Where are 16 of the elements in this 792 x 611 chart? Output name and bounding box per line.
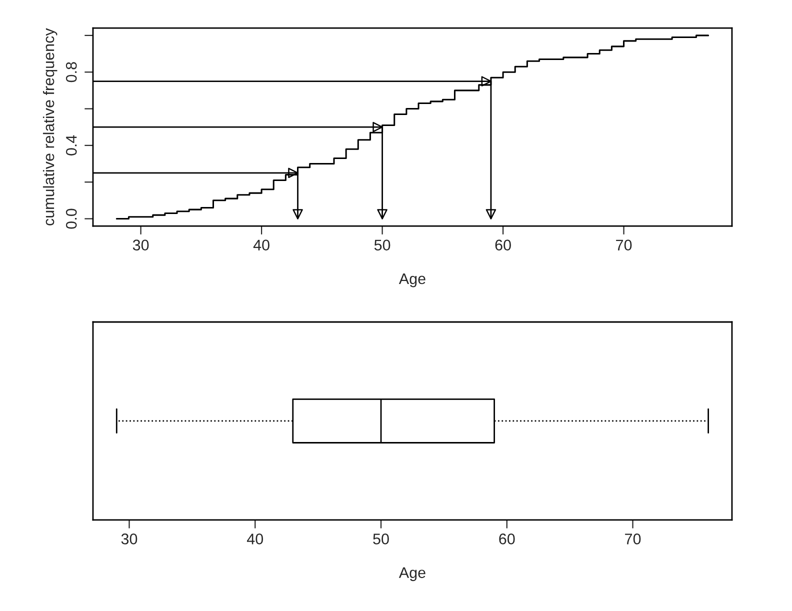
y-tick-label: 0.0	[66, 208, 77, 229]
x-tick-label: 60	[495, 240, 511, 250]
x-tick-label: 30	[132, 240, 149, 250]
x-tick-label: 50	[373, 534, 389, 544]
x-tick-label: 40	[246, 534, 264, 544]
x-tick-label: 50	[374, 240, 390, 250]
x-tick-label: 30	[121, 534, 138, 544]
x-axis-title: Age	[398, 567, 426, 582]
x-tick-label: 70	[625, 534, 641, 544]
x-tick-label: 40	[253, 240, 270, 250]
x-tick-label: 60	[499, 534, 515, 544]
y-axis-title: cumulative relative frequency	[42, 28, 58, 226]
y-tick-label: 0.4	[66, 135, 77, 156]
y-tick-label: 0.8	[66, 62, 77, 82]
x-axis-title: Age	[398, 274, 426, 288]
x-tick-label: 70	[616, 240, 632, 250]
